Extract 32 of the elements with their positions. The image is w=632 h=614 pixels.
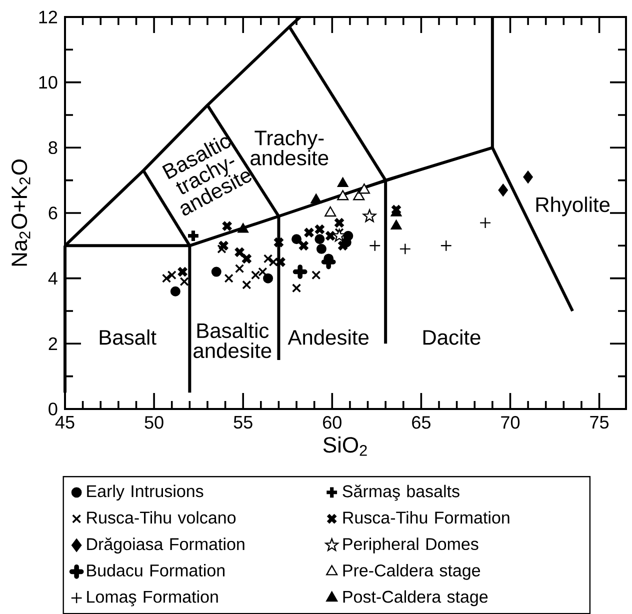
x-tick-label: 75 xyxy=(590,416,609,429)
annotation: Basaltic andesite xyxy=(194,322,272,358)
legend-label: Budacu Formation xyxy=(87,564,224,576)
annotation: Rhyolite xyxy=(536,196,610,216)
y-tick-label: 6 xyxy=(48,206,58,220)
y-tick-label: 12 xyxy=(39,10,58,24)
legend-label: Drăgoiasa Formation xyxy=(87,537,244,554)
x-tick-label: 45 xyxy=(55,416,74,429)
annotation: Basalt xyxy=(100,329,156,345)
y-axis-title: Na$_{2}$O+K$_{2}$O xyxy=(12,160,30,266)
y-tick-label: 8 xyxy=(48,141,58,154)
legend-label: Post-Caldera stage xyxy=(343,590,488,606)
y-tick-label: 4 xyxy=(48,272,58,285)
legend-label: Peripheral Domes xyxy=(343,538,478,554)
y-tick-label: 2 xyxy=(48,337,58,350)
x-tick-label: 55 xyxy=(234,416,252,429)
x-tick-label: 70 xyxy=(501,416,520,429)
legend-label: Sărmaş basalts xyxy=(342,484,460,501)
y-tick-label: 0 xyxy=(48,402,58,416)
legend-label: Pre-Caldera stage xyxy=(343,564,480,580)
x-tick-label: 50 xyxy=(144,416,164,429)
x-tick-label: 65 xyxy=(412,416,430,429)
x-tick-label: 60 xyxy=(323,416,342,429)
annotation: Trachy-andesite xyxy=(250,130,328,166)
legend-label: Rusca-Tihu volcano xyxy=(87,511,236,524)
annotation: Dacite xyxy=(423,329,480,345)
y-tick-label: 10 xyxy=(39,76,58,89)
annotation: Andesite xyxy=(288,329,368,345)
legend-label: Rusca-Tihu Formation xyxy=(343,511,510,524)
x-axis-title: SiO$_{2}$ xyxy=(323,436,367,456)
legend-label: Lomaş Formation xyxy=(87,590,218,606)
legend-label: Early Intrusions xyxy=(87,484,204,501)
